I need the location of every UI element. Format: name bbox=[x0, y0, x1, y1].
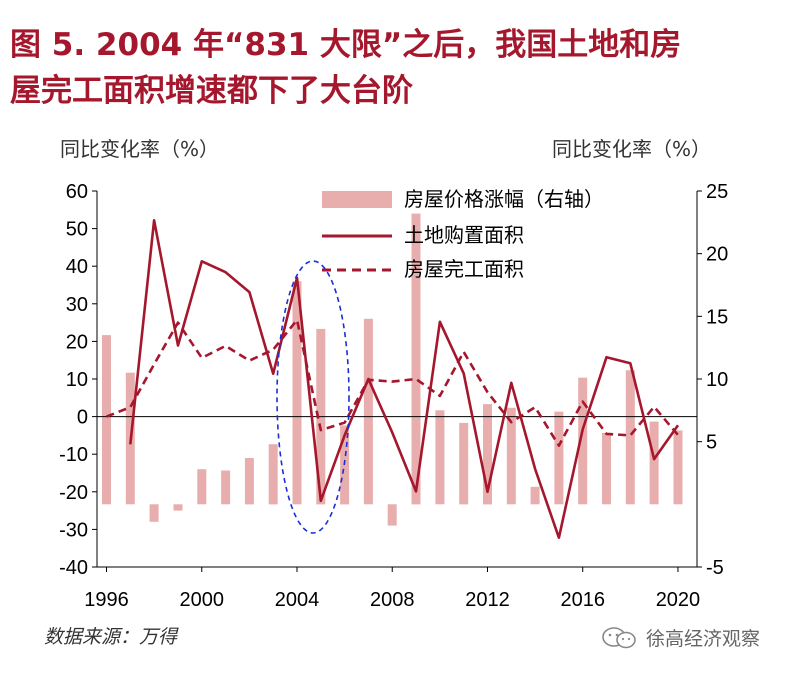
x-tick-label: 2020 bbox=[656, 589, 701, 611]
left-tick-label: -40 bbox=[59, 557, 88, 579]
price-bar-2011 bbox=[459, 422, 469, 505]
price-bar-2000 bbox=[197, 469, 207, 505]
right-tick-label: 15 bbox=[706, 306, 728, 328]
price-bar-2003 bbox=[268, 444, 278, 505]
price-bar-2012 bbox=[483, 404, 492, 505]
price-bar-2015 bbox=[554, 411, 564, 505]
legend-label-bars: 房屋价格涨幅（右轴） bbox=[404, 187, 604, 211]
legend-swatch-bars bbox=[322, 191, 392, 208]
left-tick-label: 0 bbox=[77, 407, 88, 429]
price-bar-2013 bbox=[506, 407, 516, 505]
left-tick-label: 10 bbox=[66, 369, 88, 391]
left-tick-label: 30 bbox=[66, 294, 88, 316]
x-tick-label: 2000 bbox=[180, 589, 225, 611]
price-bar-2002 bbox=[244, 458, 254, 505]
price-bar-1999 bbox=[173, 504, 183, 511]
price-bars-group bbox=[102, 213, 683, 526]
ticks-group: 60 50 40 30 20 10 0 -10 -20 -30 -40 25 20 15 10 5 -5 1996… bbox=[59, 181, 728, 611]
price-bar-2001 bbox=[221, 470, 231, 505]
left-tick-label: 50 bbox=[66, 219, 88, 241]
right-tick-label: 5 bbox=[706, 432, 717, 454]
price-bar-2009 bbox=[411, 213, 421, 505]
left-tick-label: -10 bbox=[59, 444, 88, 466]
axes-group bbox=[96, 191, 698, 568]
price-bar-2018 bbox=[625, 370, 635, 505]
chart-title-line2: 屋完工面积增速都下了大台阶 bbox=[10, 73, 413, 109]
watermark: 徐高经济观察 bbox=[600, 624, 760, 651]
left-tick-label: -20 bbox=[59, 482, 88, 504]
right-axis-unit: 同比变化率（%） bbox=[552, 137, 712, 161]
price-bar-2016 bbox=[578, 377, 588, 505]
price-bar-2007 bbox=[363, 318, 373, 505]
x-tick-label: 1996 bbox=[84, 589, 129, 611]
highlight-ellipse-2004 bbox=[276, 260, 350, 534]
right-tick-label: -5 bbox=[706, 557, 724, 579]
right-tick-label: 10 bbox=[706, 369, 728, 391]
x-tick-label: 2016 bbox=[560, 589, 605, 611]
price-bar-1998 bbox=[149, 504, 159, 522]
chart-title-line1: 图 5. 2004 年“831 大限”之后，我国土地和房 bbox=[10, 27, 682, 63]
legend-label-completed: 房屋完工面积 bbox=[404, 257, 524, 281]
right-tick-label: 20 bbox=[706, 244, 728, 266]
left-tick-label: 40 bbox=[66, 256, 88, 278]
price-bar-2008 bbox=[387, 504, 397, 526]
watermark-text: 徐高经济观察 bbox=[646, 628, 761, 650]
completed-area-line bbox=[106, 318, 679, 447]
legend-label-land: 土地购置面积 bbox=[404, 223, 524, 247]
price-bar-2017 bbox=[602, 432, 611, 505]
lines-group bbox=[106, 219, 680, 539]
left-tick-label: 60 bbox=[66, 181, 88, 203]
source-note: 数据来源：万得 bbox=[44, 626, 178, 648]
price-bar-2004 bbox=[292, 281, 302, 505]
legend: 房屋价格涨幅（右轴） 土地购置面积 房屋完工面积 bbox=[322, 187, 604, 281]
price-bar-2020 bbox=[673, 430, 683, 505]
left-tick-label: -30 bbox=[59, 519, 88, 541]
wechat-icon bbox=[602, 626, 636, 648]
price-bar-1996 bbox=[102, 335, 111, 505]
x-tick-label: 2004 bbox=[275, 589, 320, 611]
x-tick-label: 2012 bbox=[465, 589, 510, 611]
price-bar-2014 bbox=[530, 486, 540, 505]
chart-title: 图 5. 2004 年“831 大限”之后，我国土地和房 屋完工面积增速都下了大… bbox=[10, 22, 790, 114]
left-axis-unit: 同比变化率（%） bbox=[60, 137, 220, 161]
left-tick-label: 20 bbox=[66, 331, 88, 353]
right-tick-label: 25 bbox=[706, 181, 728, 203]
price-bar-2010 bbox=[435, 410, 445, 505]
land-purchase-line bbox=[129, 219, 680, 539]
x-tick-label: 2008 bbox=[370, 589, 415, 611]
price-bar-2019 bbox=[649, 421, 659, 505]
